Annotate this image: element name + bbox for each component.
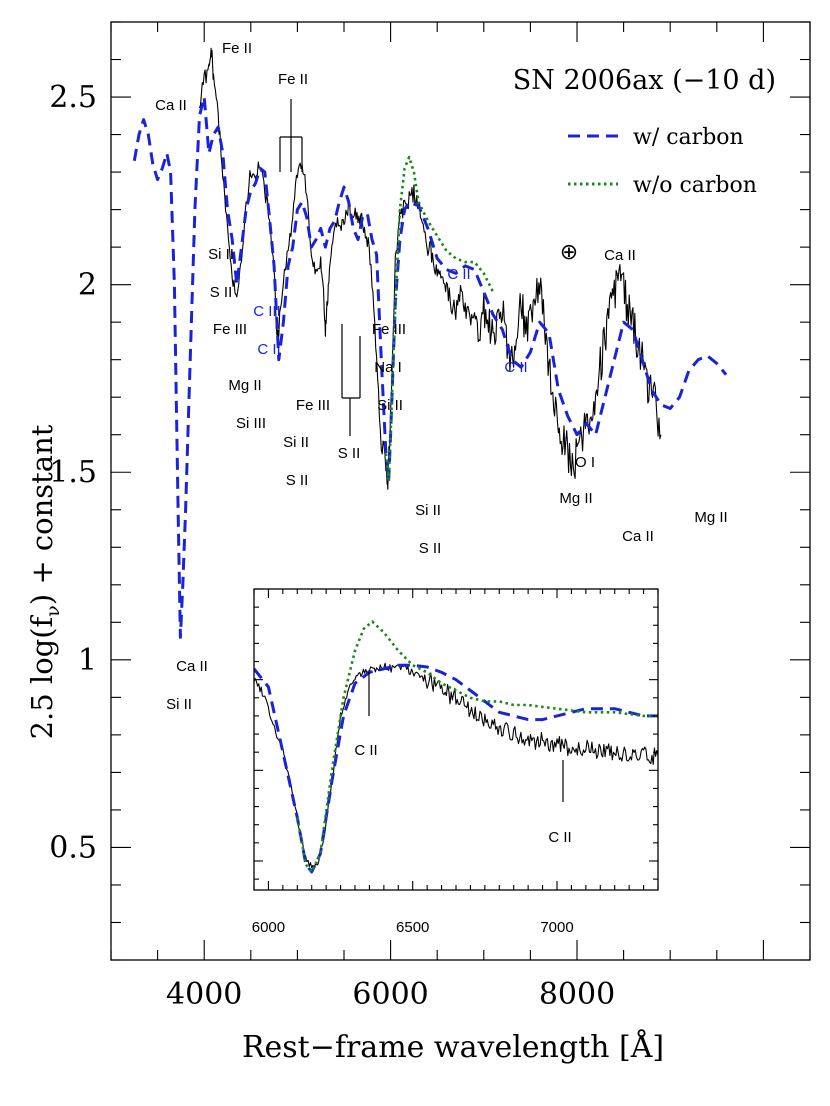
- annotation-label: Fe III: [372, 321, 406, 338]
- legend-label-with-carbon: w/ carbon: [633, 125, 744, 150]
- legend-label-without-carbon: w/o carbon: [633, 173, 757, 198]
- series-line-without-carbon: [296, 620, 658, 874]
- annotation-label: C III: [253, 303, 281, 320]
- telluric-symbol: ⊕: [560, 239, 578, 264]
- x-tick-label: 6000: [252, 919, 285, 936]
- plot-lines: [254, 620, 658, 874]
- x-tick-label: 6000: [352, 977, 428, 1012]
- annotation-label: Mg II: [559, 490, 592, 507]
- legend: w/ carbon w/o carbon: [568, 125, 757, 198]
- plot-frame: [110, 21, 811, 961]
- inset-annotation-label: C II: [354, 742, 377, 759]
- inset-plot: 6000 6500 7000: [252, 588, 659, 936]
- series-line-with-carbon: [254, 663, 658, 874]
- annotation-label: Mg II: [694, 509, 727, 526]
- annotation-label: C II: [447, 266, 470, 283]
- annotation-label: Ca II: [622, 528, 654, 545]
- annotation-label: Si II: [166, 696, 192, 713]
- inset-annotation-label: C II: [548, 829, 571, 846]
- annotation-label: Ca II: [176, 658, 208, 675]
- annotation-label: Si II: [208, 246, 234, 263]
- annotation-label: S II: [286, 472, 309, 489]
- chart-title: SN 2006ax (−10 d): [513, 65, 776, 96]
- x-axis-label: Rest−frame wavelength [Å]: [242, 1029, 664, 1065]
- plot-background: [254, 589, 658, 890]
- inset-annotations: C II C II: [354, 672, 572, 846]
- axis-ticks: [110, 21, 811, 961]
- y-tick-label: 2: [78, 268, 97, 303]
- annotation-label: Fe II: [222, 40, 252, 57]
- annotation-label: Si II: [377, 397, 403, 414]
- annotation-label: Ca II: [604, 247, 636, 264]
- annotation-label: C II: [504, 359, 527, 376]
- line-annotations: Fe II Ca II Fe II Si II S II C III Fe II…: [155, 40, 728, 713]
- annotation-label: Si II: [283, 434, 309, 451]
- x-tick-label: 6500: [396, 919, 429, 936]
- annotation-label: S II: [419, 540, 442, 557]
- axis-ticks: [253, 588, 659, 890]
- x-tick-label: 7000: [540, 919, 573, 936]
- x-tick-label: 4000: [166, 977, 242, 1012]
- plot-lines: [132, 47, 728, 639]
- series-line-with-carbon: [132, 95, 728, 639]
- s-ii-bracket: [341, 324, 361, 436]
- annotation-label: Mg II: [228, 377, 261, 394]
- annotation-label: O I: [575, 454, 595, 471]
- y-axis-label: 2.5 log(fν) + constant: [25, 424, 64, 739]
- y-tick-label: 0.5: [49, 830, 97, 865]
- annotation-label: Si III: [236, 415, 266, 432]
- y-tick-label: 2.5: [49, 80, 97, 115]
- annotation-label: S II: [338, 445, 361, 462]
- x-tick-label: 8000: [539, 977, 615, 1012]
- y-tick-label: 1.5: [49, 455, 97, 490]
- y-tick-label: 1: [78, 643, 97, 678]
- annotation-label: Fe II: [278, 71, 308, 88]
- annotation-label: Ca II: [155, 97, 187, 114]
- annotation-label: S II: [210, 284, 233, 301]
- annotation-label: Na I: [374, 359, 402, 376]
- fe-ii-bracket: [279, 99, 303, 172]
- annotation-label: C II: [257, 341, 280, 358]
- series-line-without-carbon: [384, 155, 495, 481]
- annotation-label: Fe III: [296, 397, 330, 414]
- annotation-label: Si II: [415, 502, 441, 519]
- annotation-label: Fe III: [213, 321, 247, 338]
